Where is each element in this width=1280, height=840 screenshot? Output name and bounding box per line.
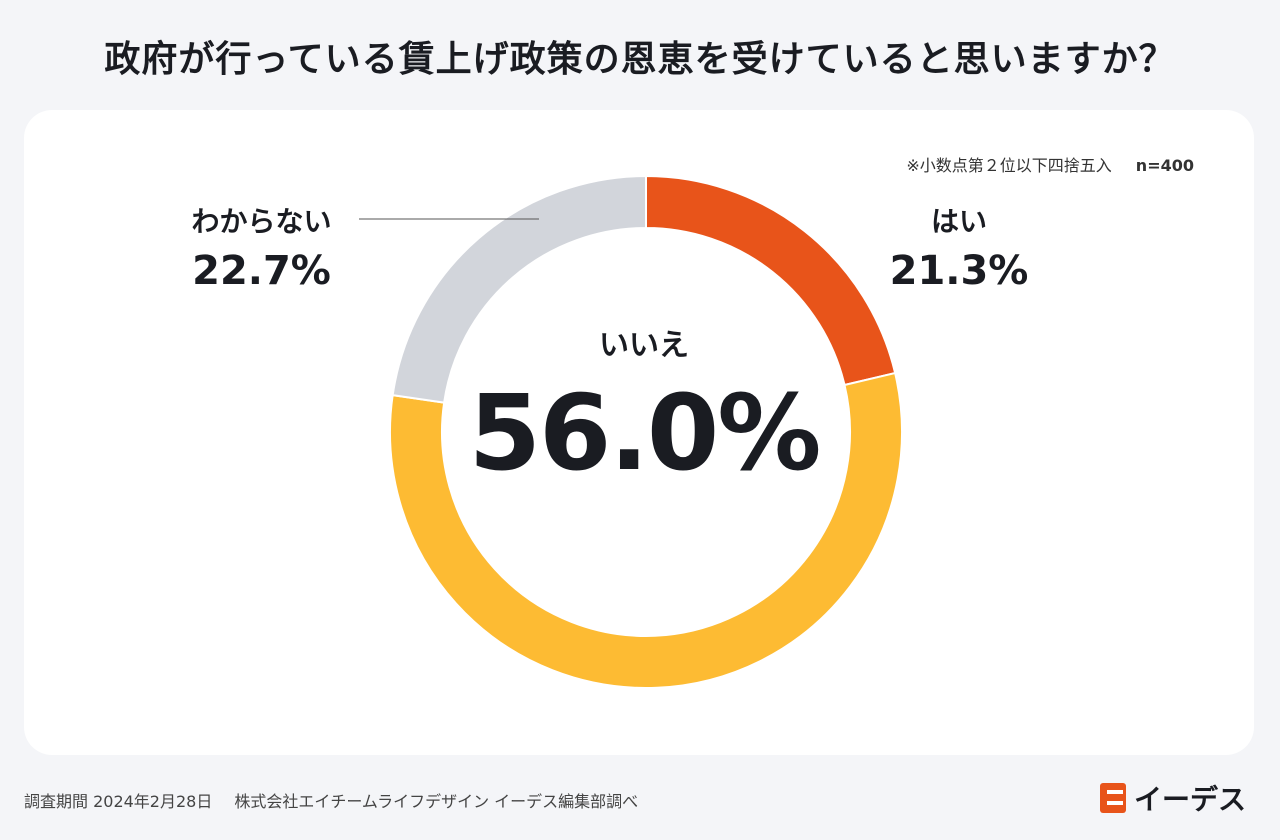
survey-period: 調査期間 2024年2月28日	[24, 792, 213, 811]
brand-logo: イーデス	[1099, 778, 1246, 818]
slice-value-iie: 56.0%	[468, 372, 822, 494]
label-wakaranai: わからない 22.7%	[174, 200, 349, 294]
chart-title: 政府が行っている賃上げ政策の恩恵を受けていると思いますか？	[104, 39, 1176, 80]
sample-size: n=400	[1135, 156, 1194, 175]
slice-label-iie: いいえ	[599, 328, 689, 363]
slice-value-wakaranai: 22.7%	[192, 248, 331, 294]
logo-mark-icon	[1099, 783, 1126, 813]
slice-label-hai: はい	[930, 205, 987, 238]
rounding-note-text: ※小数点第２位以下四捨五入	[906, 156, 1112, 175]
label-hai: はい 21.3%	[884, 200, 1034, 294]
donut-slice-iie	[389, 371, 903, 689]
slice-label-wakaranai: わからない	[191, 205, 332, 238]
donut-slice-wakaranai	[391, 174, 647, 404]
chart-card: ※小数点第２位以下四捨五入 n=400 わからない 22.7% はい 21.3% …	[24, 110, 1254, 755]
donut-chart	[359, 174, 903, 689]
logo-text: イーデス	[1133, 783, 1246, 816]
rounding-note: ※小数点第２位以下四捨五入 n=400	[906, 152, 1194, 176]
footer: 調査期間 2024年2月28日 株式会社エイチームライフデザイン イーデス編集部調…	[24, 788, 638, 812]
survey-source: 株式会社エイチームライフデザイン イーデス編集部調べ	[234, 792, 639, 811]
slice-value-hai: 21.3%	[889, 248, 1029, 294]
